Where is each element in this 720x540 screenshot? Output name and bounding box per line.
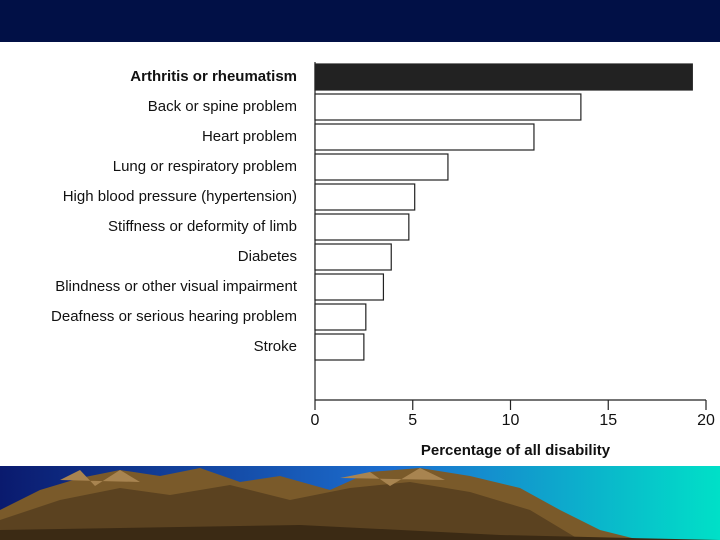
bar — [314, 93, 582, 121]
y-tick-label: Stroke — [254, 338, 297, 355]
bar — [314, 123, 535, 151]
bar — [314, 333, 365, 361]
header-band — [0, 0, 720, 42]
y-tick-label: Lung or respiratory problem — [113, 158, 297, 175]
bar — [314, 243, 392, 271]
bar — [314, 213, 410, 241]
x-tick-label: 5 — [408, 412, 417, 429]
y-tick-label: High blood pressure (hypertension) — [63, 188, 297, 205]
y-tick-label: Heart problem — [202, 128, 297, 145]
y-tick-label: Arthritis or rheumatism — [130, 68, 297, 85]
x-tick-label: 10 — [502, 412, 520, 429]
x-tick-label: 0 — [311, 412, 320, 429]
y-tick-label: Stiffness or deformity of limb — [108, 218, 297, 235]
x-axis-label: Percentage of all disability — [421, 442, 611, 459]
bar — [314, 63, 693, 91]
mountain-decoration — [0, 466, 720, 540]
y-tick-label: Back or spine problem — [148, 98, 297, 115]
y-tick-label: Deafness or serious hearing problem — [51, 308, 297, 325]
bar — [314, 273, 385, 301]
bar — [314, 183, 416, 211]
bar — [314, 153, 449, 181]
bar — [314, 303, 367, 331]
y-tick-label: Blindness or other visual impairment — [55, 278, 298, 295]
x-tick-label: 20 — [697, 412, 715, 429]
y-tick-label: Diabetes — [238, 248, 297, 265]
plot-area: 0 5 10 15 20 Percentage of all disability Arth… — [51, 62, 715, 459]
x-tick-label: 15 — [599, 412, 617, 429]
